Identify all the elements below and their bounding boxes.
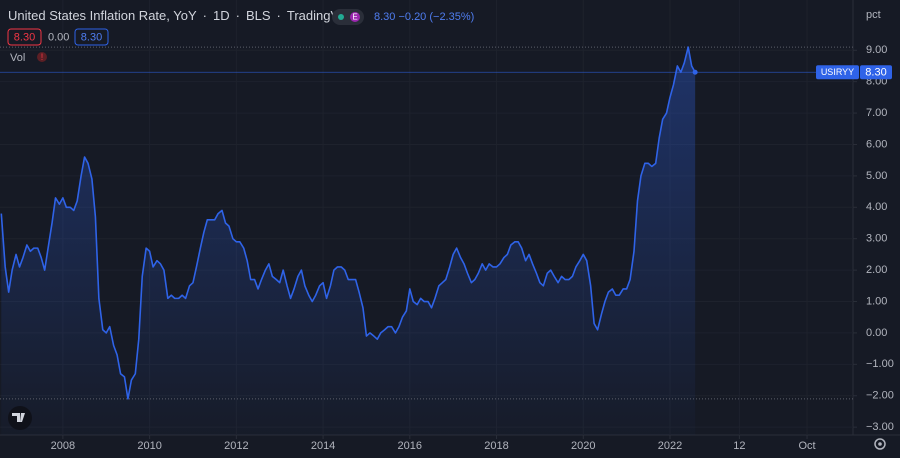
settings-button[interactable] [874, 438, 886, 450]
y-tick-label: 2.00 [866, 264, 887, 276]
x-tick-label: 2014 [311, 440, 335, 452]
separator: · [277, 8, 281, 23]
x-tick-label: Oct [798, 440, 815, 452]
x-tick-label: 12 [733, 440, 745, 452]
y-tick-label: −2.00 [866, 390, 894, 402]
last-point [692, 69, 698, 75]
y-tick-label: 4.00 [866, 201, 887, 213]
earnings-badge [350, 12, 360, 22]
source: BLS [246, 8, 271, 23]
gear-center [878, 442, 882, 446]
y-tick-label: 0.00 [866, 327, 887, 339]
chart-title: United States Inflation Rate, YoY · 1D · BLS… [8, 8, 359, 23]
x-tick-label: 2008 [51, 440, 75, 452]
title-text: United States Inflation Rate, YoY [8, 8, 197, 23]
last-value-tag-text: 8.30 [865, 67, 886, 79]
gear-icon [874, 438, 886, 450]
x-tick-label: 2012 [224, 440, 248, 452]
x-tick-label: 2016 [398, 440, 422, 452]
y-tick-label: −3.00 [866, 421, 894, 433]
ohlc-value: 8.30 [14, 31, 35, 43]
ohlc-box [74, 28, 109, 46]
header-quote: 8.30 −0.20 (−2.35%) [374, 11, 474, 23]
y-tick-label: 5.00 [866, 170, 887, 182]
volume-label: Vol [10, 52, 25, 64]
line [0, 46, 696, 400]
tradingview-logo[interactable] [8, 406, 32, 430]
earnings-badge-text: E [352, 13, 357, 22]
x-tick-label: 2010 [137, 440, 161, 452]
y-tick-label: 9.00 [866, 44, 887, 56]
volume-warning[interactable] [37, 52, 47, 62]
ohlc-box [7, 28, 42, 46]
ohlc-value: 0.00 [48, 31, 69, 43]
y-tick-label: 7.00 [866, 107, 887, 119]
y-tick-label: 6.00 [866, 138, 887, 150]
y-tick-label: 1.00 [866, 295, 887, 307]
separator: · [203, 8, 207, 23]
x-tick-label: 2020 [571, 440, 595, 452]
volume-warning-mark: ! [41, 52, 44, 62]
legend-header: United States Inflation Rate, YoY · 1D · BLS… [7, 8, 474, 64]
last-value-tag [860, 65, 892, 80]
x-tick-label: 2018 [484, 440, 508, 452]
area [1, 47, 696, 436]
interval: 1D [213, 8, 230, 23]
y-tick-label: 3.00 [866, 233, 887, 245]
ohlc-value: 8.30 [81, 31, 102, 43]
y-unit: pct [866, 9, 881, 21]
symbol-tag-text: USIRYY [821, 67, 854, 77]
y-tick-label: −1.00 [866, 358, 894, 370]
separator: · [236, 8, 240, 23]
x-tick-label: 2022 [658, 440, 682, 452]
logo-glyph [12, 413, 25, 422]
status-dot [338, 14, 344, 20]
symbol-tag [816, 65, 859, 80]
plot-area [0, 46, 853, 436]
